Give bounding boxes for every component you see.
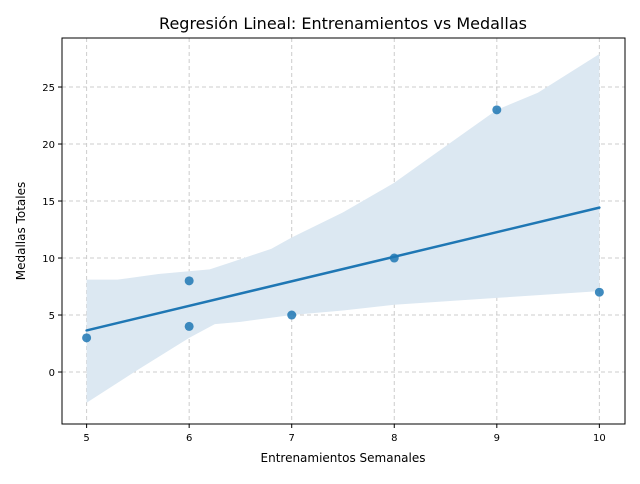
y-ticks: 0 5 10 15 20 25	[42, 83, 62, 379]
y-tick-label: 25	[42, 83, 55, 94]
x-ticks: 5 6 7 8 9 10	[83, 424, 606, 444]
chart-title: Regresión Lineal: Entrenamientos vs Meda…	[159, 14, 527, 33]
data-point	[82, 333, 92, 343]
y-tick-label: 5	[49, 311, 55, 322]
data-point	[492, 105, 502, 115]
regression-line	[85, 206, 601, 332]
x-tick-label: 8	[391, 433, 397, 444]
y-tick-label: 0	[49, 368, 55, 379]
y-tick-label: 10	[42, 254, 55, 265]
data-point	[287, 310, 297, 320]
y-tick-label: 15	[42, 197, 55, 208]
plot-frame	[61, 37, 626, 425]
x-tick-label: 7	[289, 433, 295, 444]
x-tick-label: 5	[83, 433, 89, 444]
data-point	[184, 276, 194, 286]
data-point	[184, 321, 194, 331]
y-axis-label: Medallas Totales	[14, 182, 28, 280]
x-axis-label: Entrenamientos Semanales	[261, 451, 426, 465]
data-points	[82, 105, 604, 343]
x-tick-label: 10	[593, 433, 606, 444]
data-point	[389, 253, 399, 263]
data-point	[594, 287, 604, 297]
confidence-band	[86, 53, 600, 403]
y-tick-label: 20	[42, 140, 55, 151]
x-tick-label: 6	[186, 433, 192, 444]
x-tick-label: 9	[494, 433, 500, 444]
